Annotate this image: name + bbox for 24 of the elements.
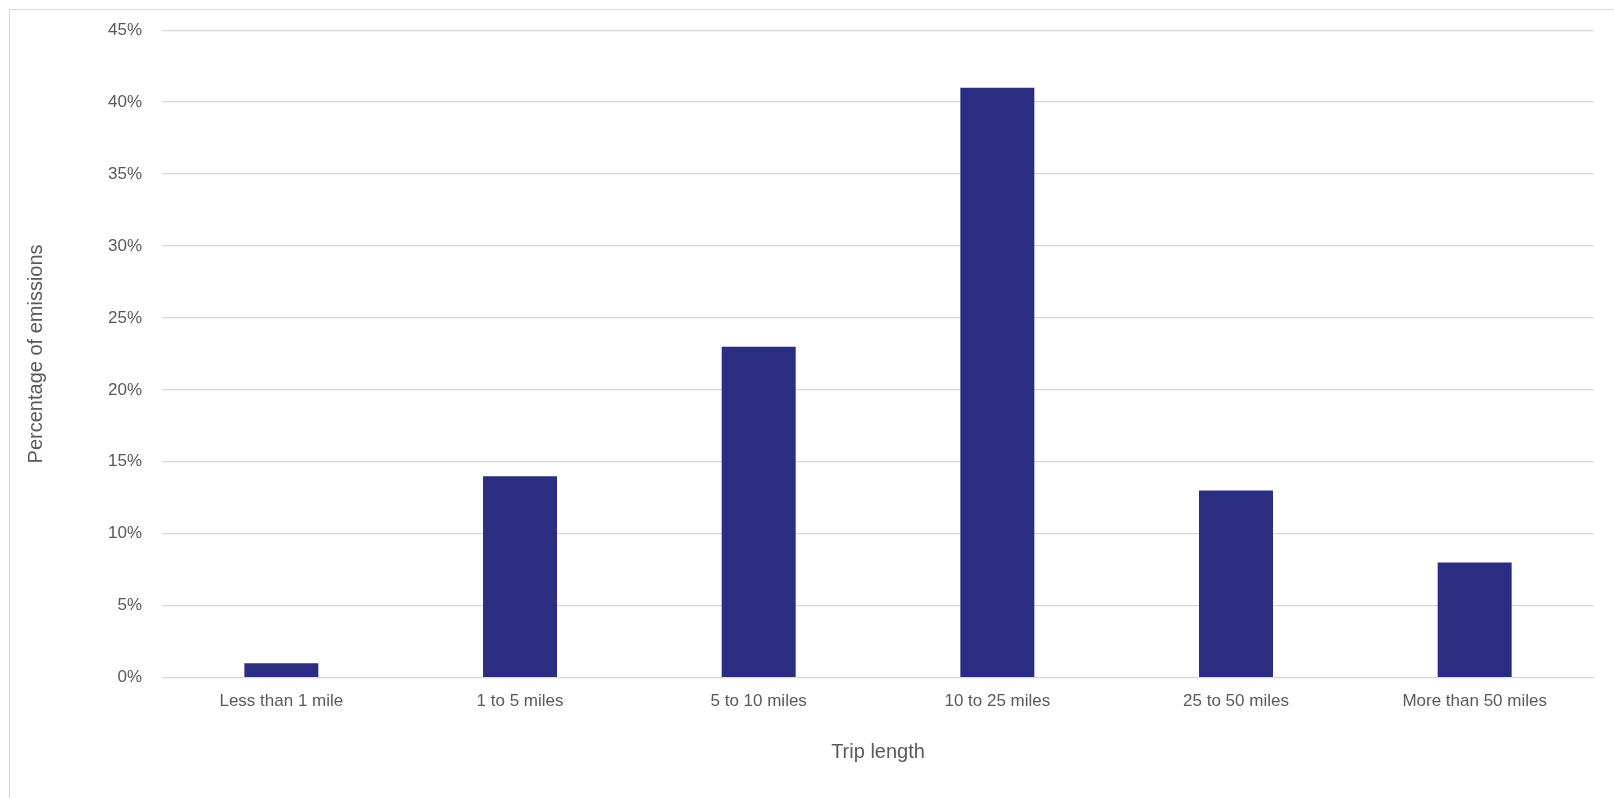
x-tick-label: More than 50 miles bbox=[1402, 691, 1547, 711]
x-tick-label: Less than 1 mile bbox=[219, 691, 344, 711]
x-tick-label: 5 to 10 miles bbox=[710, 691, 807, 711]
bar bbox=[244, 663, 319, 677]
y-tick-label: 10% bbox=[107, 523, 143, 543]
y-tick-label: 25% bbox=[107, 307, 143, 327]
y-tick-label: 40% bbox=[107, 91, 143, 111]
y-tick-label: 20% bbox=[107, 379, 143, 399]
x-tick-label: 1 to 5 miles bbox=[476, 691, 564, 711]
y-tick-label: 35% bbox=[107, 163, 143, 183]
y-tick-label: 30% bbox=[107, 235, 143, 255]
y-axis-title: Percentage of emissions bbox=[23, 244, 46, 464]
x-axis-title: Trip length bbox=[831, 739, 925, 762]
y-tick-label: 15% bbox=[107, 451, 143, 471]
x-tick-label: 25 to 50 miles bbox=[1183, 691, 1289, 711]
bar bbox=[1199, 490, 1273, 677]
y-tick-label: 45% bbox=[107, 19, 143, 39]
x-tick-label: 10 to 25 miles bbox=[944, 691, 1051, 711]
bar bbox=[483, 476, 558, 677]
y-tick-label: 5% bbox=[117, 595, 143, 615]
y-tick-label: 0% bbox=[117, 667, 143, 687]
bar bbox=[960, 87, 1035, 677]
bar bbox=[721, 346, 796, 677]
bar bbox=[1437, 562, 1512, 677]
